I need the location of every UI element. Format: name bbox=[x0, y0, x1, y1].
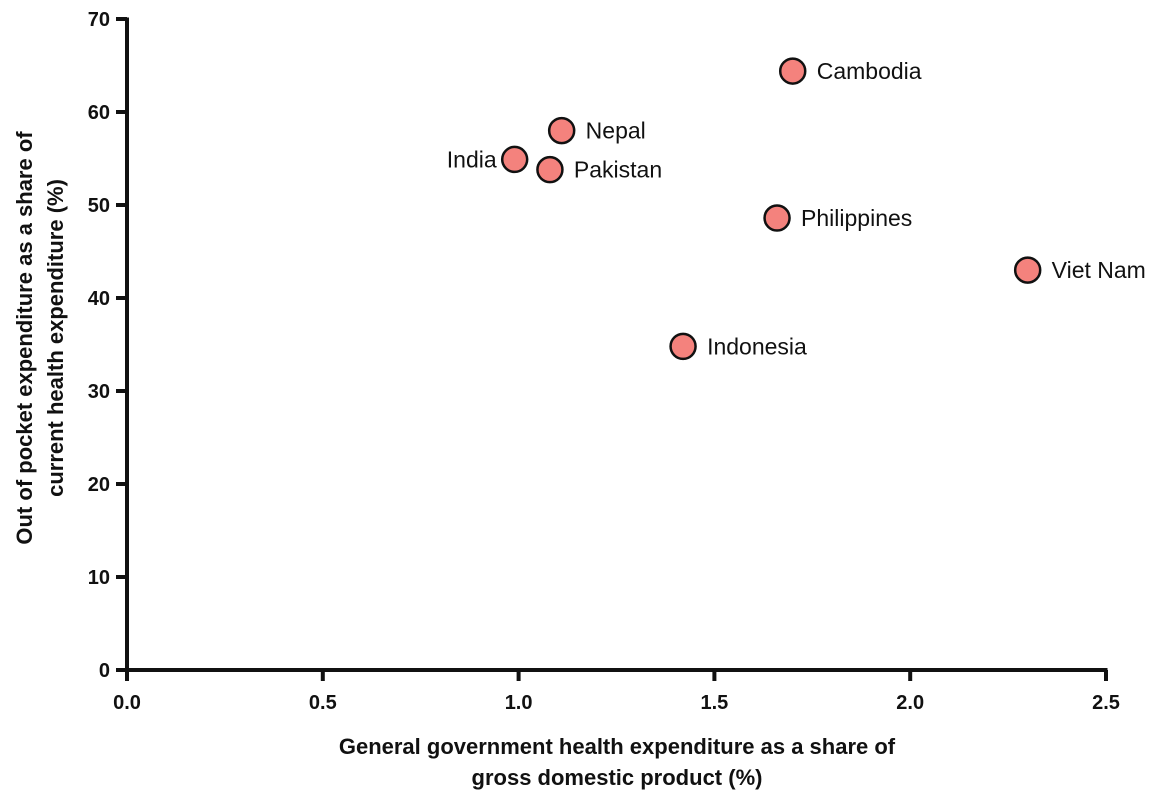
data-points: Cambodia Nepal India Pakistan Philippines Vie… bbox=[447, 57, 1146, 361]
y-tick-label: 10 bbox=[88, 567, 110, 589]
axes bbox=[125, 17, 1108, 672]
point-label: Cambodia bbox=[817, 58, 922, 84]
data-point bbox=[669, 332, 697, 361]
y-tick-label: 20 bbox=[88, 474, 110, 496]
x-tick-label: 2.5 bbox=[1092, 692, 1120, 714]
point-label: Nepal bbox=[586, 118, 646, 144]
y-axis-title: Out of pocket expenditure as a share of c… bbox=[12, 131, 68, 545]
y-tick-label: 40 bbox=[88, 288, 110, 310]
point-label: India bbox=[447, 146, 497, 172]
x-tick-label: 2.0 bbox=[896, 692, 924, 714]
point-label: Viet Nam bbox=[1052, 257, 1146, 283]
ticks: 0.0 0.5 1.0 1.5 2.0 2.5 0 10 20 30 40 50 60 70 bbox=[88, 9, 1120, 714]
y-tick-label: 50 bbox=[88, 195, 110, 217]
data-point bbox=[547, 116, 576, 145]
x-axis-title-line: gross domestic product (%) bbox=[472, 765, 763, 790]
data-point bbox=[1013, 256, 1042, 284]
point-label: Pakistan bbox=[574, 157, 662, 183]
data-point bbox=[778, 57, 807, 85]
x-axis-title: General government health expenditure as… bbox=[339, 734, 896, 790]
data-point bbox=[536, 155, 564, 184]
point-label: Philippines bbox=[801, 205, 912, 231]
y-axis-title-line: current health expenditure (%) bbox=[43, 179, 68, 497]
y-axis-title-line: Out of pocket expenditure as a share of bbox=[12, 131, 37, 545]
data-point bbox=[500, 145, 529, 174]
x-tick-label: 0.5 bbox=[309, 692, 337, 714]
x-tick-label: 0.0 bbox=[113, 692, 141, 714]
y-tick-label: 70 bbox=[88, 9, 110, 31]
y-tick-label: 60 bbox=[88, 102, 110, 124]
point-label: Indonesia bbox=[707, 333, 807, 359]
x-axis-title-line: General government health expenditure as… bbox=[339, 734, 896, 759]
y-tick-label: 0 bbox=[99, 660, 110, 682]
data-point bbox=[763, 204, 791, 232]
y-tick-label: 30 bbox=[88, 381, 110, 403]
x-tick-label: 1.0 bbox=[505, 692, 533, 714]
x-tick-label: 1.5 bbox=[700, 692, 728, 714]
